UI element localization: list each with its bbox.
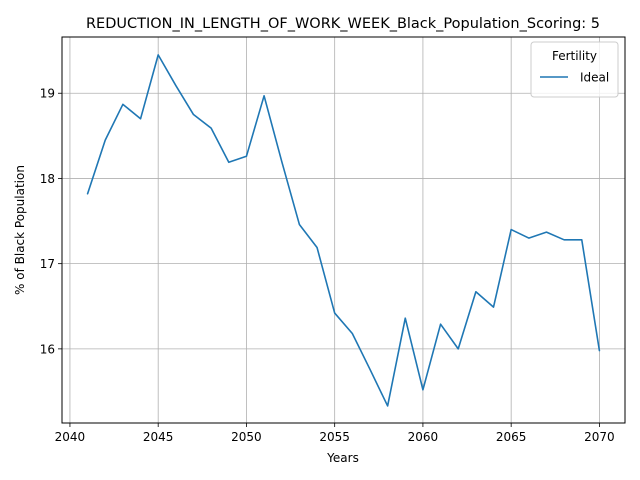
series-line [86,54,601,407]
x-tick-label: 2060 [408,430,439,444]
chart-title: REDUCTION_IN_LENGTH_OF_WORK_WEEK_Black_P… [86,16,600,32]
x-tick-label: 2045 [143,430,174,444]
x-axis-ticks: 2040 2045 2050 2055 2060 2065 2070 [55,423,615,444]
x-axis-label: Years [326,451,359,465]
x-tick-label: 2040 [55,430,86,444]
y-axis-label: % of Black Population [13,165,27,295]
x-tick-label: 2070 [584,430,615,444]
legend-box [530,41,619,98]
plot-area-frame [61,36,626,424]
legend-title: Fertility [552,49,597,63]
legend-entry-label: Ideal [580,71,609,85]
x-tick-label: 2055 [319,430,350,444]
y-axis-ticks: 16 17 18 19 [40,87,62,356]
y-tick-label: 16 [40,342,55,356]
x-tick-label: 2065 [496,430,527,444]
legend: Fertility Ideal [530,41,619,98]
y-tick-label: 18 [40,172,55,186]
y-tick-label: 17 [40,257,55,271]
x-tick-label: 2050 [231,430,262,444]
y-tick-label: 19 [40,87,55,101]
series-layer [86,54,601,407]
